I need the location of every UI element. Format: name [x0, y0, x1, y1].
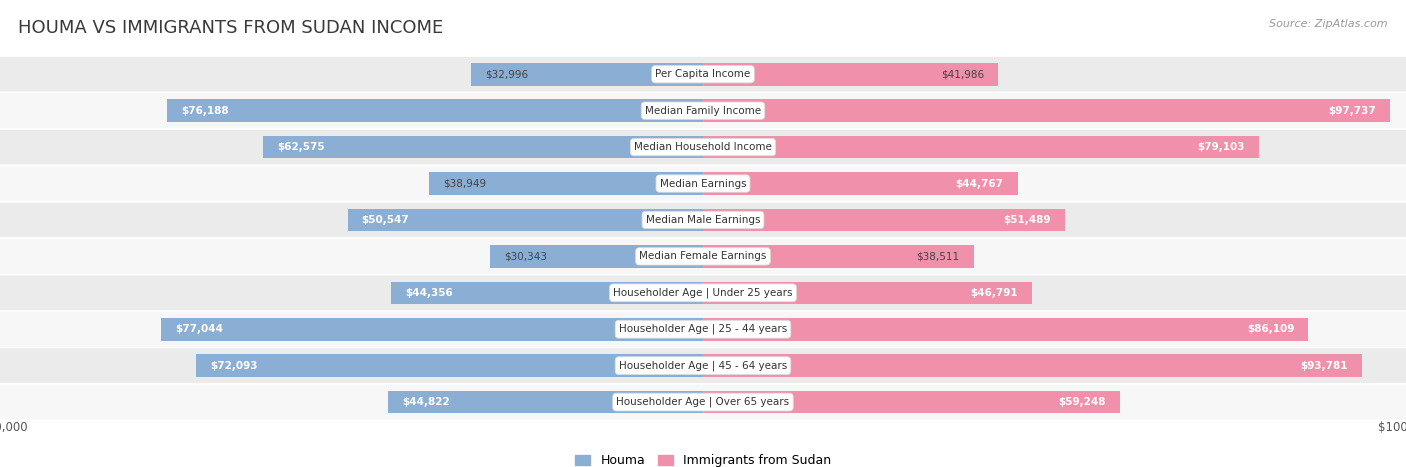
Text: $86,109: $86,109 — [1247, 324, 1295, 334]
Text: $97,737: $97,737 — [1329, 106, 1376, 116]
Text: $41,986: $41,986 — [941, 69, 984, 79]
Bar — [703, 99, 1391, 122]
Text: $72,093: $72,093 — [211, 361, 257, 371]
FancyBboxPatch shape — [0, 239, 1406, 274]
FancyBboxPatch shape — [0, 348, 1406, 383]
Text: $77,044: $77,044 — [176, 324, 224, 334]
Text: Median Male Earnings: Median Male Earnings — [645, 215, 761, 225]
Text: Source: ZipAtlas.com: Source: ZipAtlas.com — [1270, 19, 1388, 28]
Bar — [167, 99, 703, 122]
Text: $30,343: $30,343 — [503, 251, 547, 262]
Bar — [703, 282, 1032, 304]
Text: $93,781: $93,781 — [1301, 361, 1348, 371]
Bar — [703, 172, 1018, 195]
Text: $79,103: $79,103 — [1198, 142, 1246, 152]
Text: Householder Age | 45 - 64 years: Householder Age | 45 - 64 years — [619, 361, 787, 371]
Bar — [703, 354, 1362, 377]
FancyBboxPatch shape — [0, 276, 1406, 310]
Bar — [703, 209, 1064, 231]
Bar — [391, 282, 703, 304]
Bar — [703, 63, 998, 85]
FancyBboxPatch shape — [0, 312, 1406, 347]
Text: Householder Age | 25 - 44 years: Householder Age | 25 - 44 years — [619, 324, 787, 334]
Text: $46,791: $46,791 — [970, 288, 1018, 298]
FancyBboxPatch shape — [0, 93, 1406, 128]
Text: $50,547: $50,547 — [361, 215, 409, 225]
Text: Median Household Income: Median Household Income — [634, 142, 772, 152]
Text: $44,356: $44,356 — [405, 288, 453, 298]
Text: $100,000: $100,000 — [1378, 421, 1406, 434]
Legend: Houma, Immigrants from Sudan: Houma, Immigrants from Sudan — [571, 449, 835, 467]
Bar — [703, 136, 1260, 158]
Text: Median Family Income: Median Family Income — [645, 106, 761, 116]
Text: $76,188: $76,188 — [181, 106, 229, 116]
Text: HOUMA VS IMMIGRANTS FROM SUDAN INCOME: HOUMA VS IMMIGRANTS FROM SUDAN INCOME — [18, 19, 443, 37]
Text: Householder Age | Over 65 years: Householder Age | Over 65 years — [616, 397, 790, 407]
Bar — [703, 391, 1119, 413]
Text: $59,248: $59,248 — [1057, 397, 1105, 407]
Text: $38,511: $38,511 — [917, 251, 960, 262]
Text: Median Earnings: Median Earnings — [659, 178, 747, 189]
Text: $62,575: $62,575 — [277, 142, 325, 152]
Bar — [703, 318, 1309, 340]
FancyBboxPatch shape — [0, 203, 1406, 237]
Text: Per Capita Income: Per Capita Income — [655, 69, 751, 79]
Text: $38,949: $38,949 — [443, 178, 486, 189]
Bar — [703, 245, 974, 268]
Text: Householder Age | Under 25 years: Householder Age | Under 25 years — [613, 288, 793, 298]
Bar — [471, 63, 703, 85]
Bar — [162, 318, 703, 340]
Bar — [347, 209, 703, 231]
Bar — [429, 172, 703, 195]
FancyBboxPatch shape — [0, 166, 1406, 201]
Text: $44,822: $44,822 — [402, 397, 450, 407]
Text: $51,489: $51,489 — [1004, 215, 1050, 225]
FancyBboxPatch shape — [0, 385, 1406, 419]
Text: $32,996: $32,996 — [485, 69, 529, 79]
Bar — [197, 354, 703, 377]
FancyBboxPatch shape — [0, 130, 1406, 164]
Text: $44,767: $44,767 — [956, 178, 1004, 189]
FancyBboxPatch shape — [0, 57, 1406, 92]
Text: Median Female Earnings: Median Female Earnings — [640, 251, 766, 262]
Bar — [388, 391, 703, 413]
Bar — [489, 245, 703, 268]
Bar — [263, 136, 703, 158]
Text: $100,000: $100,000 — [0, 421, 28, 434]
